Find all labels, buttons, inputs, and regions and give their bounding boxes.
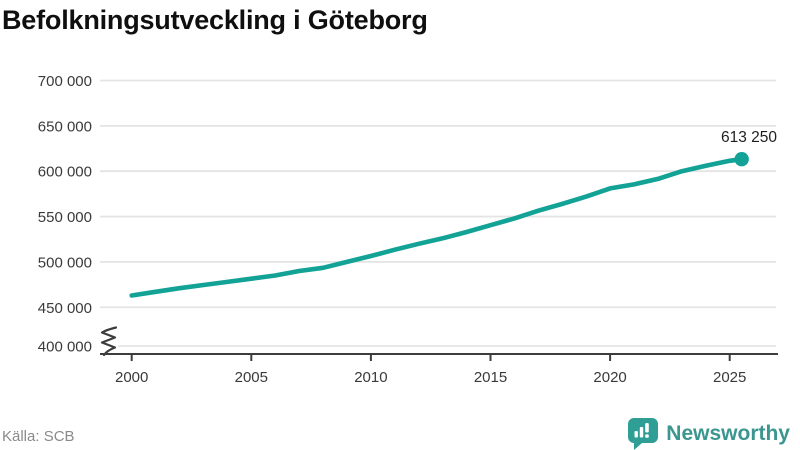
newsworthy-wordmark: Newsworthy: [666, 422, 790, 445]
x-tick-label: 2010: [354, 369, 387, 386]
y-axis-labels: 700 000 650 000 600 000 550 000 500 000 450 0…: [38, 73, 92, 356]
x-tick-label: 2020: [593, 369, 626, 386]
page-title: Befolkningsutveckling i Göteborg: [2, 5, 428, 35]
y-tick-label: 550 000: [38, 209, 92, 226]
x-tick-label: 2015: [474, 369, 507, 386]
y-tick-label: 600 000: [38, 164, 92, 181]
newsworthy-logo: Newsworthy: [628, 418, 790, 450]
y-tick-label: 450 000: [38, 300, 92, 317]
x-axis-labels: 2000 2005 2010 2015 2020 2025: [115, 369, 746, 386]
newsworthy-bubble-chart-icon: [628, 418, 659, 450]
x-tick-label: 2000: [115, 369, 148, 386]
y-tick-label: 400 000: [38, 339, 92, 356]
source-label: Källa: SCB: [2, 428, 75, 445]
y-tick-label: 650 000: [38, 118, 92, 135]
last-value-label: 613 250: [721, 129, 777, 146]
x-tick-label: 2005: [235, 369, 268, 386]
y-tick-label: 700 000: [38, 73, 92, 90]
y-tick-label: 500 000: [38, 254, 92, 271]
x-tick-label: 2025: [713, 369, 746, 386]
last-point-marker: [734, 151, 749, 167]
gridlines: [100, 79, 776, 347]
x-axis: [100, 353, 778, 361]
axis-break-icon: [100, 326, 118, 357]
population-line: [129, 156, 745, 298]
mini-bar-chart-glyph: [634, 423, 650, 438]
